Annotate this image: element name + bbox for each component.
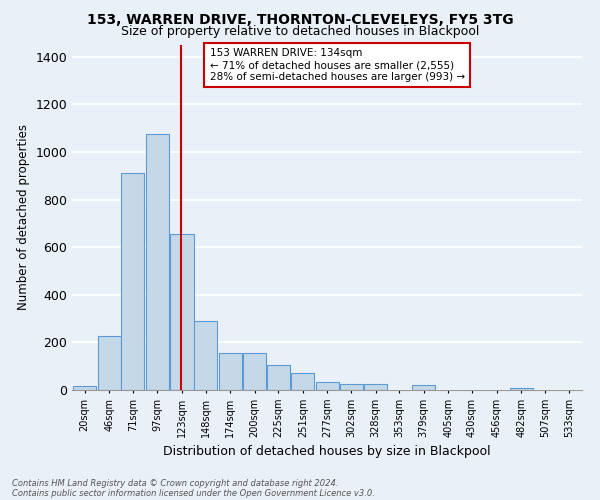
Bar — [364, 384, 387, 390]
Text: 153 WARREN DRIVE: 134sqm
← 71% of detached houses are smaller (2,555)
28% of sem: 153 WARREN DRIVE: 134sqm ← 71% of detach… — [210, 48, 465, 82]
Text: 153, WARREN DRIVE, THORNTON-CLEVELEYS, FY5 3TG: 153, WARREN DRIVE, THORNTON-CLEVELEYS, F… — [86, 12, 514, 26]
Text: Contains HM Land Registry data © Crown copyright and database right 2024.: Contains HM Land Registry data © Crown c… — [12, 478, 338, 488]
Bar — [316, 382, 339, 390]
Bar — [170, 234, 194, 390]
Text: Contains public sector information licensed under the Open Government Licence v3: Contains public sector information licen… — [12, 488, 375, 498]
Bar — [292, 374, 314, 390]
Bar — [243, 353, 266, 390]
Bar — [194, 321, 217, 390]
Bar — [509, 388, 533, 390]
Bar — [412, 385, 436, 390]
Bar — [340, 384, 362, 390]
Bar — [98, 336, 121, 390]
Bar — [267, 365, 290, 390]
X-axis label: Distribution of detached houses by size in Blackpool: Distribution of detached houses by size … — [163, 446, 491, 458]
Y-axis label: Number of detached properties: Number of detached properties — [17, 124, 30, 310]
Bar — [218, 353, 242, 390]
Bar — [73, 386, 97, 390]
Bar — [121, 174, 145, 390]
Bar — [146, 134, 169, 390]
Text: Size of property relative to detached houses in Blackpool: Size of property relative to detached ho… — [121, 25, 479, 38]
